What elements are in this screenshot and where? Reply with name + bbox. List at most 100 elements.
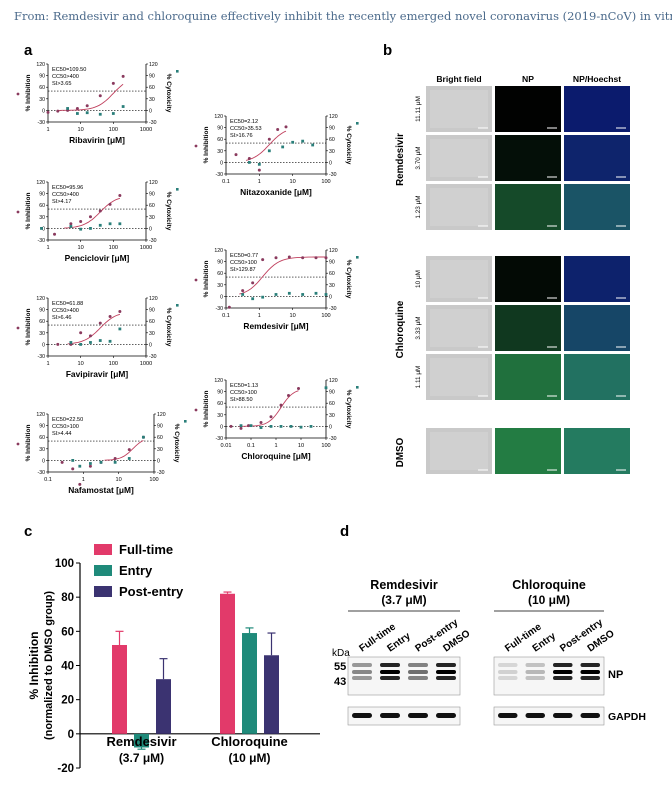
y-tick-label-right: 120 xyxy=(329,114,338,120)
gapdh-band xyxy=(380,713,400,718)
np-signal xyxy=(495,354,561,400)
np-band xyxy=(553,670,573,674)
x-tick-label: 1 xyxy=(258,179,261,185)
inhibition-point xyxy=(324,256,328,260)
y-tick-label-left: 30 xyxy=(39,331,45,337)
cytotox-point xyxy=(247,161,251,164)
cytotox-point xyxy=(281,145,285,149)
x-axis-label: Remdesivir [μM] xyxy=(243,321,308,331)
stat-line: EC50=1.13 xyxy=(230,383,258,389)
np-image xyxy=(495,256,561,302)
stat-line: SI>4.44 xyxy=(52,431,71,437)
inhibition-point xyxy=(261,258,265,262)
np-band xyxy=(380,676,400,680)
bar-postentry xyxy=(156,679,171,734)
legend-inhibition-marker xyxy=(194,278,198,282)
concentration-label: 3.70 μM xyxy=(415,146,422,169)
x-tick-label: 10 xyxy=(78,127,84,133)
cytotox-point xyxy=(257,162,261,166)
y-tick-label-left: 120 xyxy=(214,114,223,120)
y-tick-label-right: 60 xyxy=(157,435,163,441)
chart-y-tick-label: 100 xyxy=(55,558,74,570)
stat-line: EC50=2.12 xyxy=(230,119,258,125)
np-band xyxy=(580,670,600,674)
merge-signal xyxy=(564,354,630,400)
y-tick-label-left: 120 xyxy=(36,296,45,302)
cytotox-point xyxy=(40,227,43,230)
inhibition-point xyxy=(127,448,131,452)
y-tick-label-right: 30 xyxy=(329,283,335,289)
y-tick-label-left: 90 xyxy=(39,74,45,80)
bar-chart: 100 80 60 40 20 0 -20 % Inhibition (normalized t… xyxy=(27,542,320,775)
y-tick-label-right: 90 xyxy=(329,126,335,132)
y-tick-label-right: 30 xyxy=(149,97,155,103)
merge-image xyxy=(564,305,630,351)
y-tick-label-left: 30 xyxy=(39,447,45,453)
cytotox-point xyxy=(108,339,112,343)
merge-image xyxy=(564,256,630,302)
x-tick-label: 10 xyxy=(290,179,296,185)
y-tick-label-left: 30 xyxy=(217,413,223,419)
legend-inhibition-marker xyxy=(16,326,20,330)
figure-caption: From: Remdesivir and chloroquine effecti… xyxy=(14,9,672,23)
merge-signal xyxy=(564,184,630,230)
chart-y-tick-label: 0 xyxy=(68,729,74,741)
inhibition-point xyxy=(279,403,283,407)
np-band xyxy=(408,663,428,667)
merge-image xyxy=(564,135,630,181)
inhibition-point xyxy=(75,106,79,110)
y-tick-label-left: 60 xyxy=(39,203,45,209)
chart-y-axis-label: % Inhibition xyxy=(27,632,41,700)
legend-label: Full-time xyxy=(119,542,173,557)
cytotox-point xyxy=(267,149,271,153)
fit-curve xyxy=(104,440,144,461)
y-tick-label-right: 60 xyxy=(329,271,335,277)
cytotox-point xyxy=(85,111,89,115)
bar-fulltime xyxy=(220,593,235,734)
x-tick-label: 100 xyxy=(109,361,118,367)
brightfield-texture xyxy=(430,90,488,128)
y-tick-label-right: 0 xyxy=(149,108,152,114)
np-blot-label: NP xyxy=(608,669,623,681)
cytotox-point xyxy=(98,112,102,116)
inhibition-point xyxy=(71,467,75,471)
x-tick-label: 10 xyxy=(78,361,84,367)
stat-line: SI>88.50 xyxy=(230,397,253,403)
np-band xyxy=(380,670,400,674)
y-tick-label-right: -30 xyxy=(329,172,337,178)
inhibition-point xyxy=(241,289,245,293)
y-tick-label-left: 0 xyxy=(220,160,223,166)
legend-inhibition-marker xyxy=(16,92,20,96)
y-tick-label-right: 0 xyxy=(149,342,152,348)
cytotox-point xyxy=(301,139,305,143)
cytotox-point xyxy=(89,341,92,344)
cytotox-point xyxy=(78,464,82,468)
y-tick-label-right: 30 xyxy=(329,413,335,419)
concentration-label: 11.11 μM xyxy=(415,96,422,122)
legend-inhibition-marker xyxy=(194,408,198,412)
inhibition-point xyxy=(287,255,291,259)
cytotox-point xyxy=(274,293,278,296)
y-tick-label-left: -30 xyxy=(38,120,46,126)
legend-swatch xyxy=(94,586,112,597)
gapdh-band xyxy=(436,713,456,718)
np-signal xyxy=(495,86,561,132)
y-tick-label-right: 90 xyxy=(149,74,155,80)
cytotox-point xyxy=(111,112,115,115)
marker-43: 43 xyxy=(334,676,346,688)
blot-title-sub: (3.7 μM) xyxy=(381,593,426,607)
x-tick-label: 100 xyxy=(321,313,330,319)
cytotox-point xyxy=(251,297,255,301)
legend-cytotox-marker xyxy=(184,420,187,423)
gapdh-band xyxy=(580,713,600,718)
fit-curve xyxy=(57,83,124,111)
stat-line: CC50>100 xyxy=(230,390,257,396)
y-tick-label-left: 90 xyxy=(217,390,223,396)
inhibition-point xyxy=(284,125,288,129)
micrograph-group: 10 μM 3.33 μM 1.11 μM Chloroquine xyxy=(395,256,630,400)
y-tick-label-left: 60 xyxy=(39,435,45,441)
np-band xyxy=(553,676,573,680)
inhibition-point xyxy=(78,482,82,486)
np-band xyxy=(380,663,400,667)
